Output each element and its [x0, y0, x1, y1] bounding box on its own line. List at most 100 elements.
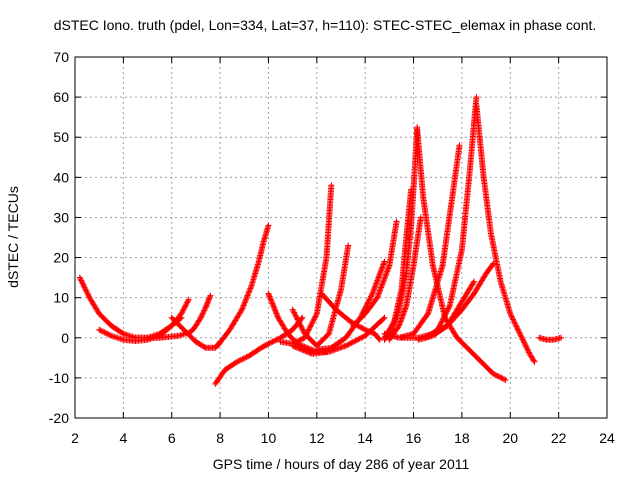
data-point	[246, 288, 253, 295]
x-tick-label: 24	[599, 430, 615, 446]
data-point	[435, 325, 442, 332]
data-point	[201, 307, 208, 314]
data-point	[297, 322, 304, 329]
data-point	[304, 349, 311, 356]
data-point	[491, 371, 498, 378]
data-point	[246, 286, 253, 293]
data-point	[98, 328, 105, 335]
data-point	[297, 346, 304, 353]
data-point	[185, 296, 192, 303]
data-point	[298, 342, 305, 349]
data-point	[289, 306, 296, 313]
data-point	[310, 317, 317, 324]
x-axis-label: GPS time / hours of day 286 of year 2011	[213, 456, 470, 472]
data-point	[200, 308, 207, 315]
data-point	[365, 299, 372, 306]
data-point	[352, 337, 359, 344]
data-point	[525, 347, 532, 354]
data-point	[366, 296, 373, 303]
data-point	[345, 242, 352, 249]
data-point	[300, 347, 307, 354]
data-point	[519, 335, 526, 342]
data-point	[304, 344, 311, 351]
x-tick-label: 2	[71, 430, 79, 446]
data-point	[242, 296, 249, 303]
data-point	[295, 318, 302, 325]
data-point	[207, 292, 214, 299]
data-point	[290, 308, 297, 315]
data-point	[268, 339, 275, 346]
data-point	[299, 326, 306, 333]
data-point	[443, 308, 450, 315]
data-point	[355, 336, 362, 343]
data-point	[358, 334, 365, 341]
data-point	[97, 327, 104, 334]
data-point	[515, 327, 522, 334]
data-point	[293, 344, 300, 351]
y-tick-label: -10	[49, 370, 69, 386]
data-point	[104, 330, 111, 337]
data-point	[264, 341, 271, 348]
data-point	[297, 341, 304, 348]
data-point	[353, 337, 360, 344]
plot-frame	[74, 56, 608, 419]
data-point	[272, 309, 279, 316]
data-point	[512, 322, 519, 329]
data-point	[240, 302, 247, 309]
data-point	[305, 326, 312, 333]
data-point	[518, 333, 525, 340]
data-point	[272, 337, 279, 344]
data-point	[236, 357, 243, 364]
data-point	[197, 314, 204, 321]
data-point	[239, 303, 246, 310]
data-point	[270, 338, 277, 345]
data-point	[96, 326, 103, 333]
data-point	[522, 342, 529, 349]
data-point	[301, 343, 308, 350]
data-point	[78, 277, 85, 284]
data-point	[300, 327, 307, 334]
data-point	[443, 309, 450, 316]
x-tick-label: 16	[406, 430, 422, 446]
data-point	[296, 319, 303, 326]
data-point	[266, 340, 273, 347]
x-tick-label: 12	[309, 430, 325, 446]
data-point	[312, 313, 319, 320]
data-point	[239, 305, 246, 312]
data-point	[349, 339, 356, 346]
data-point	[380, 315, 387, 322]
data-point	[364, 300, 371, 307]
data-point	[368, 292, 375, 299]
data-point	[293, 315, 300, 322]
series-5	[212, 314, 306, 387]
x-tick-label: 14	[357, 430, 373, 446]
data-point	[512, 320, 519, 327]
data-point	[271, 304, 278, 311]
data-point	[297, 336, 304, 343]
data-point	[365, 297, 372, 304]
data-point	[308, 320, 315, 327]
data-point	[79, 280, 86, 287]
data-point	[366, 328, 373, 335]
data-point	[273, 310, 280, 317]
data-point	[273, 311, 280, 318]
x-tick-label: 8	[216, 430, 224, 446]
data-point	[100, 328, 107, 335]
data-point	[438, 319, 445, 326]
data-point	[302, 344, 309, 351]
data-point	[520, 337, 527, 344]
data-point	[265, 222, 272, 229]
y-tick-label: 60	[53, 89, 69, 105]
data-point	[81, 284, 88, 291]
y-tick-label: 30	[53, 209, 69, 225]
data-point	[245, 289, 252, 296]
data-point	[446, 304, 453, 311]
data-point	[439, 316, 446, 323]
data-point	[243, 354, 250, 361]
data-point	[362, 326, 369, 333]
data-point	[199, 311, 206, 318]
data-point	[507, 312, 514, 319]
data-point	[510, 316, 517, 323]
data-point	[242, 298, 249, 305]
data-point	[523, 343, 530, 350]
